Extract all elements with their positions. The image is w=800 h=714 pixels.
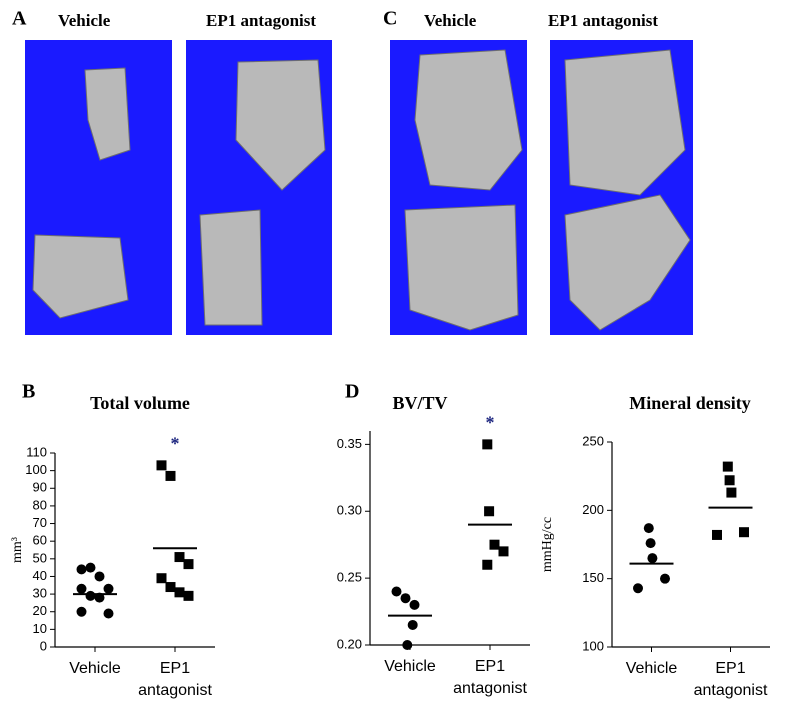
- data-point: [94, 592, 105, 603]
- data-point: [76, 564, 87, 575]
- x-tick-label: Vehicle: [384, 658, 436, 675]
- image-label: Vehicle: [424, 11, 477, 30]
- bone-shape: [564, 49, 686, 196]
- data-point: [76, 606, 87, 617]
- significance-mark: *: [171, 433, 180, 453]
- y-tick-label: 80: [33, 497, 47, 512]
- y-tick-label: 0.30: [337, 503, 362, 518]
- data-point: [85, 562, 96, 573]
- data-point: [165, 582, 176, 593]
- data-point: [407, 619, 418, 630]
- y-tick-label: 30: [33, 586, 47, 601]
- y-tick-label: 110: [26, 444, 47, 459]
- data-point: [183, 590, 194, 601]
- y-tick-label: 40: [33, 568, 47, 583]
- bone-shape: [199, 209, 263, 326]
- data-point: [103, 608, 114, 619]
- image-label: EP1 antagonist: [548, 11, 658, 30]
- data-point: [400, 593, 411, 604]
- y-axis-label: mmHg/cc: [540, 517, 555, 572]
- data-point: [482, 439, 493, 450]
- data-point: [643, 523, 654, 534]
- y-tick-label: 150: [582, 570, 604, 585]
- y-tick-label: 50: [33, 550, 47, 565]
- data-point: [647, 553, 658, 564]
- y-tick-label: 0: [40, 638, 47, 653]
- y-tick-label: 60: [33, 533, 47, 548]
- y-tick-label: 70: [33, 515, 47, 530]
- y-tick-label: 250: [582, 433, 604, 448]
- data-point: [645, 538, 656, 549]
- bone-shape: [84, 67, 131, 161]
- data-point: [103, 583, 114, 594]
- data-point: [174, 587, 185, 598]
- y-tick-label: 0.20: [337, 636, 362, 651]
- data-point: [409, 599, 420, 610]
- y-tick-label: 20: [33, 603, 47, 618]
- panel-letter: A: [12, 8, 27, 30]
- data-point: [174, 552, 185, 563]
- data-point: [156, 460, 167, 471]
- data-point: [94, 571, 105, 582]
- data-point: [489, 539, 500, 550]
- x-tick-label: Vehicle: [626, 660, 678, 677]
- chart-title: Total volume: [90, 393, 190, 413]
- bone-shape: [235, 59, 326, 191]
- data-point: [183, 559, 194, 570]
- data-point: [156, 573, 167, 584]
- data-point: [726, 487, 737, 498]
- x-tick-label: EP1 antagonist: [453, 658, 527, 697]
- y-tick-label: 100: [582, 638, 604, 653]
- x-tick-label: EP1 antagonist: [138, 660, 212, 699]
- data-point: [739, 527, 749, 538]
- y-tick-label: 90: [33, 480, 47, 495]
- image-label: Vehicle: [58, 11, 111, 30]
- y-tick-label: 0.25: [337, 570, 362, 585]
- y-tick-label: 200: [582, 502, 604, 517]
- data-point: [85, 590, 96, 601]
- image-label: EP1 antagonist: [206, 11, 316, 30]
- chart-title: BV/TV: [392, 393, 447, 413]
- data-point: [498, 546, 509, 557]
- data-point: [724, 475, 735, 486]
- data-point: [76, 583, 87, 594]
- data-point: [660, 573, 670, 584]
- y-tick-label: 100: [25, 462, 47, 477]
- panel-letter: B: [22, 381, 35, 403]
- data-point: [402, 640, 413, 650]
- data-point: [165, 470, 176, 481]
- chart-title: Mineral density: [629, 393, 751, 413]
- data-point: [482, 559, 493, 570]
- y-axis-label: mm³: [10, 537, 25, 563]
- data-point: [722, 461, 733, 472]
- data-point: [633, 583, 643, 594]
- data-point: [484, 506, 495, 517]
- bone-shape: [414, 49, 523, 191]
- panel-letter: C: [383, 8, 397, 30]
- x-tick-label: EP1 antagonist: [694, 660, 768, 699]
- bone-shape: [404, 204, 519, 331]
- panel-letter: D: [345, 381, 359, 403]
- images: [25, 40, 693, 335]
- bone-shape: [32, 234, 129, 319]
- y-tick-label: 10: [33, 621, 47, 636]
- x-tick-label: Vehicle: [69, 660, 121, 677]
- data-point: [391, 586, 402, 597]
- data-point: [712, 529, 722, 540]
- significance-mark: *: [486, 413, 495, 433]
- bone-shape: [564, 194, 691, 331]
- y-tick-label: 0.35: [337, 436, 362, 451]
